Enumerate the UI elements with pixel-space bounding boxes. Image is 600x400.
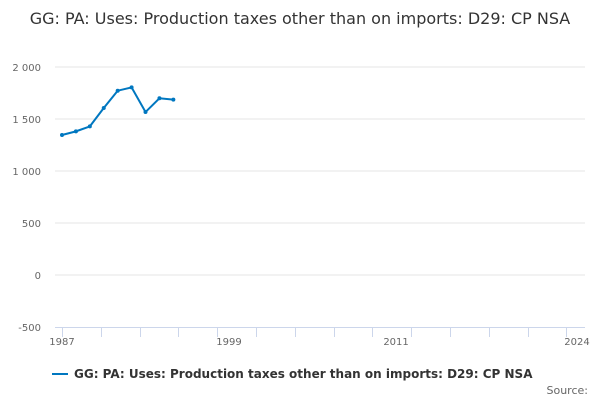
y-tick-label: 2 000 — [12, 63, 41, 74]
data-point — [73, 129, 78, 134]
source-label: Source: — [546, 384, 589, 397]
data-point — [129, 85, 134, 90]
x-tick-label: 1987 — [49, 337, 74, 348]
y-tick-label: 500 — [22, 219, 41, 230]
x-tick-label: 2011 — [383, 337, 408, 348]
data-point — [157, 96, 162, 101]
data-point — [143, 110, 148, 115]
legend-label: GG: PA: Uses: Production taxes other tha… — [74, 367, 533, 381]
y-tick-label: 1 000 — [12, 167, 41, 178]
chart-title: GG: PA: Uses: Production taxes other tha… — [29, 9, 571, 28]
x-tick-label: 1999 — [216, 337, 241, 348]
series-line — [61, 86, 174, 136]
data-point — [101, 105, 106, 110]
y-tick-label: 0 — [35, 271, 41, 282]
data-point — [60, 133, 64, 138]
data-point — [87, 124, 92, 129]
y-tick-label: -500 — [18, 323, 41, 334]
legend-item[interactable]: GG: PA: Uses: Production taxes other tha… — [52, 367, 532, 381]
y-tick-label: 1 500 — [12, 115, 41, 126]
data-point — [171, 97, 176, 102]
data-point — [115, 88, 120, 93]
legend-swatch — [52, 373, 68, 375]
x-tick-label: 2024 — [564, 337, 589, 348]
